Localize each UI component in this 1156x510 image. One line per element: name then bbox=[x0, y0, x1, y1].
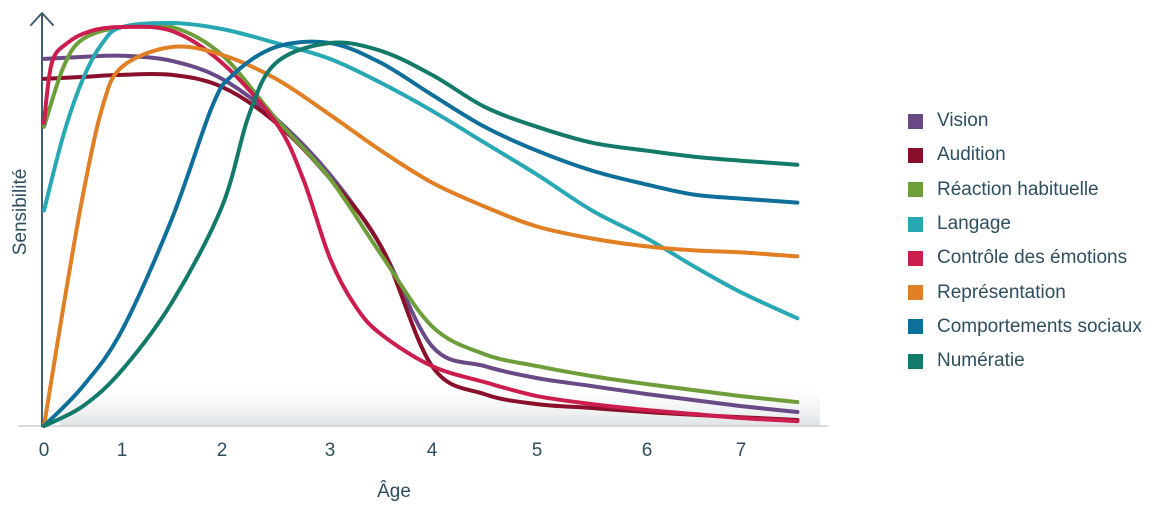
legend-label: Langage bbox=[937, 213, 1011, 235]
legend-swatch bbox=[908, 319, 923, 335]
legend-label: Réaction habituelle bbox=[937, 178, 1099, 200]
series-line-controle-des-emotions bbox=[42, 24, 800, 424]
legend: Vision Audition Réaction habituelle Langage… bbox=[908, 104, 1142, 378]
series-line-audition bbox=[42, 71, 800, 422]
x-tick-label: 7 bbox=[736, 440, 747, 461]
legend-swatch bbox=[908, 113, 923, 129]
legend-swatch bbox=[908, 285, 923, 301]
x-tick-label: 2 bbox=[217, 440, 228, 461]
legend-swatch bbox=[908, 216, 923, 232]
x-tick-label: 1 bbox=[117, 440, 128, 461]
legend-label: Audition bbox=[937, 144, 1006, 166]
legend-item: Contrôle des émotions bbox=[908, 241, 1142, 275]
legend-swatch bbox=[908, 182, 923, 198]
legend-item: Comportements sociaux bbox=[908, 310, 1142, 344]
x-tick-label: 3 bbox=[325, 440, 336, 461]
y-axis-arrowhead bbox=[30, 12, 54, 26]
legend-swatch bbox=[908, 250, 923, 266]
legend-label: Représentation bbox=[937, 281, 1066, 303]
series-line-langage bbox=[42, 20, 800, 321]
series-line-numeratie bbox=[42, 40, 800, 428]
legend-item: Numératie bbox=[908, 344, 1142, 378]
series-line-representation bbox=[42, 44, 800, 428]
legend-label: Comportements sociaux bbox=[937, 315, 1142, 337]
legend-swatch bbox=[908, 147, 923, 163]
x-tick-label: 0 bbox=[39, 440, 50, 461]
legend-label: Numératie bbox=[937, 350, 1025, 372]
series-line-comportements-sociaux bbox=[42, 39, 800, 428]
legend-swatch bbox=[908, 353, 923, 369]
legend-item: Audition bbox=[908, 138, 1142, 172]
legend-item: Langage bbox=[908, 207, 1142, 241]
legend-item: Réaction habituelle bbox=[908, 173, 1142, 207]
legend-label: Contrôle des émotions bbox=[937, 247, 1128, 269]
x-tick-label: 4 bbox=[427, 440, 438, 461]
x-tick-label: 5 bbox=[532, 440, 543, 461]
x-axis-title: Âge bbox=[377, 480, 411, 502]
x-tick-label: 6 bbox=[642, 440, 653, 461]
legend-label: Vision bbox=[937, 110, 989, 132]
legend-item: Vision bbox=[908, 104, 1142, 138]
legend-item: Représentation bbox=[908, 275, 1142, 309]
ground-shade bbox=[60, 388, 820, 426]
y-axis-title: Sensibilité bbox=[10, 169, 31, 256]
